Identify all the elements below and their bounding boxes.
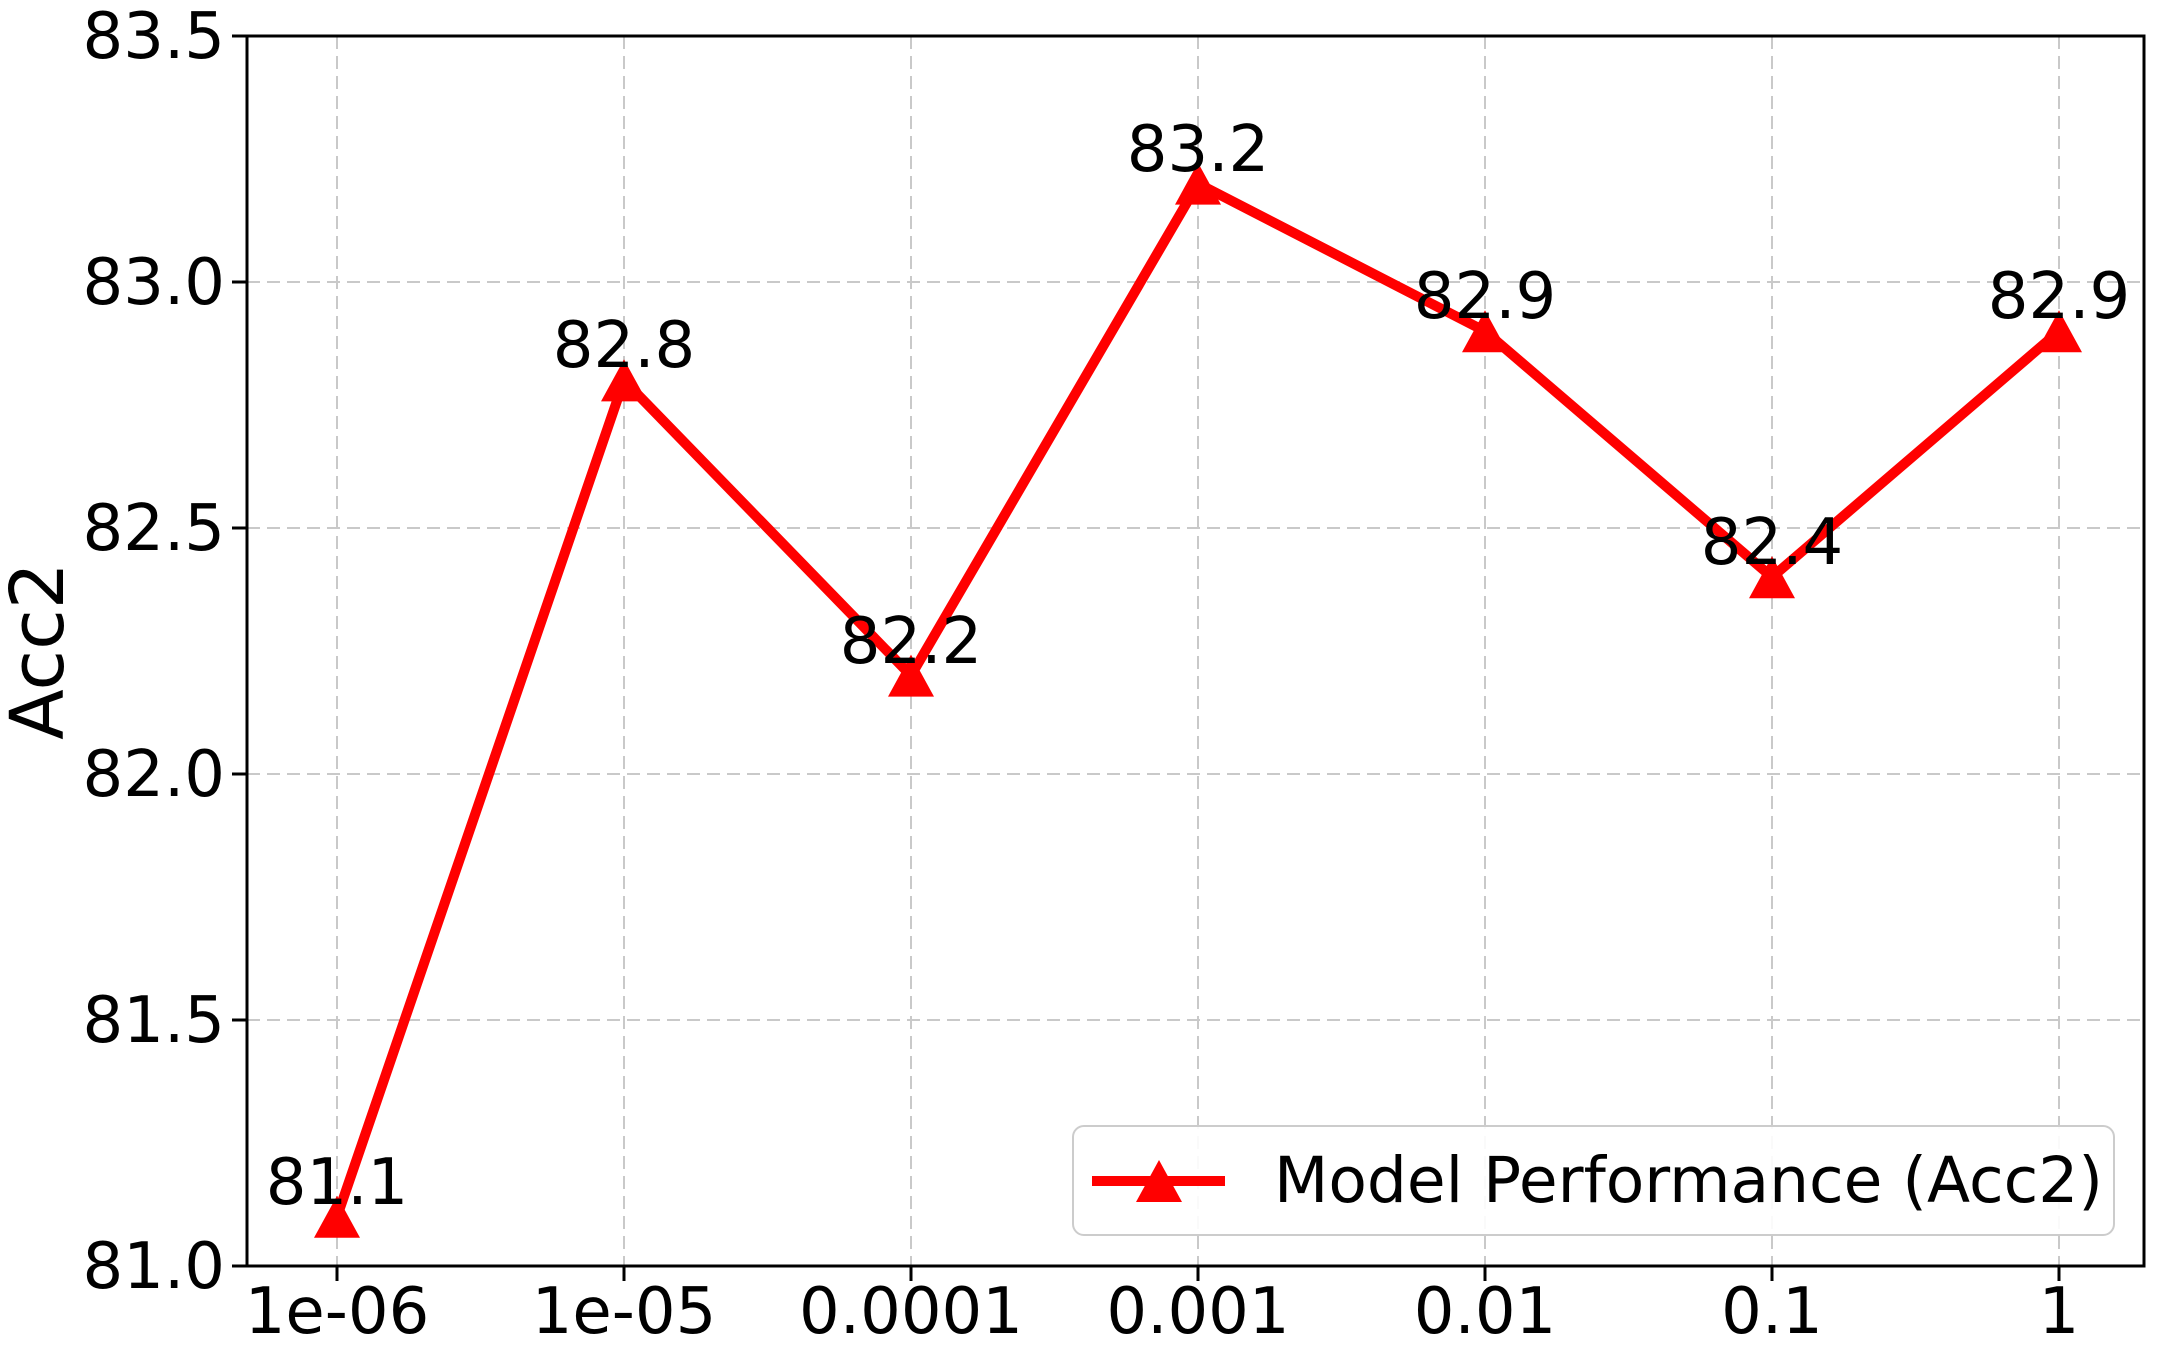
data-point-marker xyxy=(314,1195,360,1238)
x-tick-label: 0.0001 xyxy=(799,1275,1023,1346)
data-point-marker xyxy=(888,654,934,697)
y-tick-label: 83.5 xyxy=(82,0,226,74)
y-tick-label: 83.0 xyxy=(82,246,226,320)
data-point-marker xyxy=(601,359,647,402)
x-tick-label: 1e-06 xyxy=(244,1275,430,1346)
legend-line-marker-icon xyxy=(1092,1159,1225,1202)
data-point-label: 83.2 xyxy=(1126,112,1270,187)
data-point-label: 82.2 xyxy=(839,604,983,679)
data-point-label: 82.4 xyxy=(1700,506,1844,581)
data-point-label: 82.9 xyxy=(1413,260,1557,335)
data-point-marker xyxy=(1749,556,1795,599)
x-tick-label: 1 xyxy=(2038,1275,2080,1346)
data-point-marker xyxy=(2036,310,2082,353)
y-tick-label: 81.5 xyxy=(82,984,226,1058)
x-tick-label: 0.1 xyxy=(1721,1275,1823,1346)
axes-frame xyxy=(245,34,2146,1268)
data-point-marker xyxy=(1462,310,1508,353)
legend-label: Model Performance (Acc2) xyxy=(1274,1144,2103,1217)
data-point-marker xyxy=(1175,162,1221,205)
y-tick-label: 81.0 xyxy=(82,1230,226,1304)
legend: Model Performance (Acc2) xyxy=(1072,1125,2115,1236)
y-tick-label: 82.0 xyxy=(82,738,226,812)
data-point-label: 82.8 xyxy=(552,309,696,384)
x-tick-label: 0.01 xyxy=(1413,1275,1557,1346)
x-tick-label: 1e-05 xyxy=(531,1275,717,1346)
data-point-label: 82.9 xyxy=(1987,260,2131,335)
y-tick-label: 82.5 xyxy=(82,492,226,566)
data-point-label: 81.1 xyxy=(265,1145,409,1220)
legend-triangle-marker-icon xyxy=(1136,1159,1182,1202)
x-tick-label: 0.001 xyxy=(1106,1275,1290,1346)
y-axis-title: Acc2 xyxy=(0,562,81,740)
